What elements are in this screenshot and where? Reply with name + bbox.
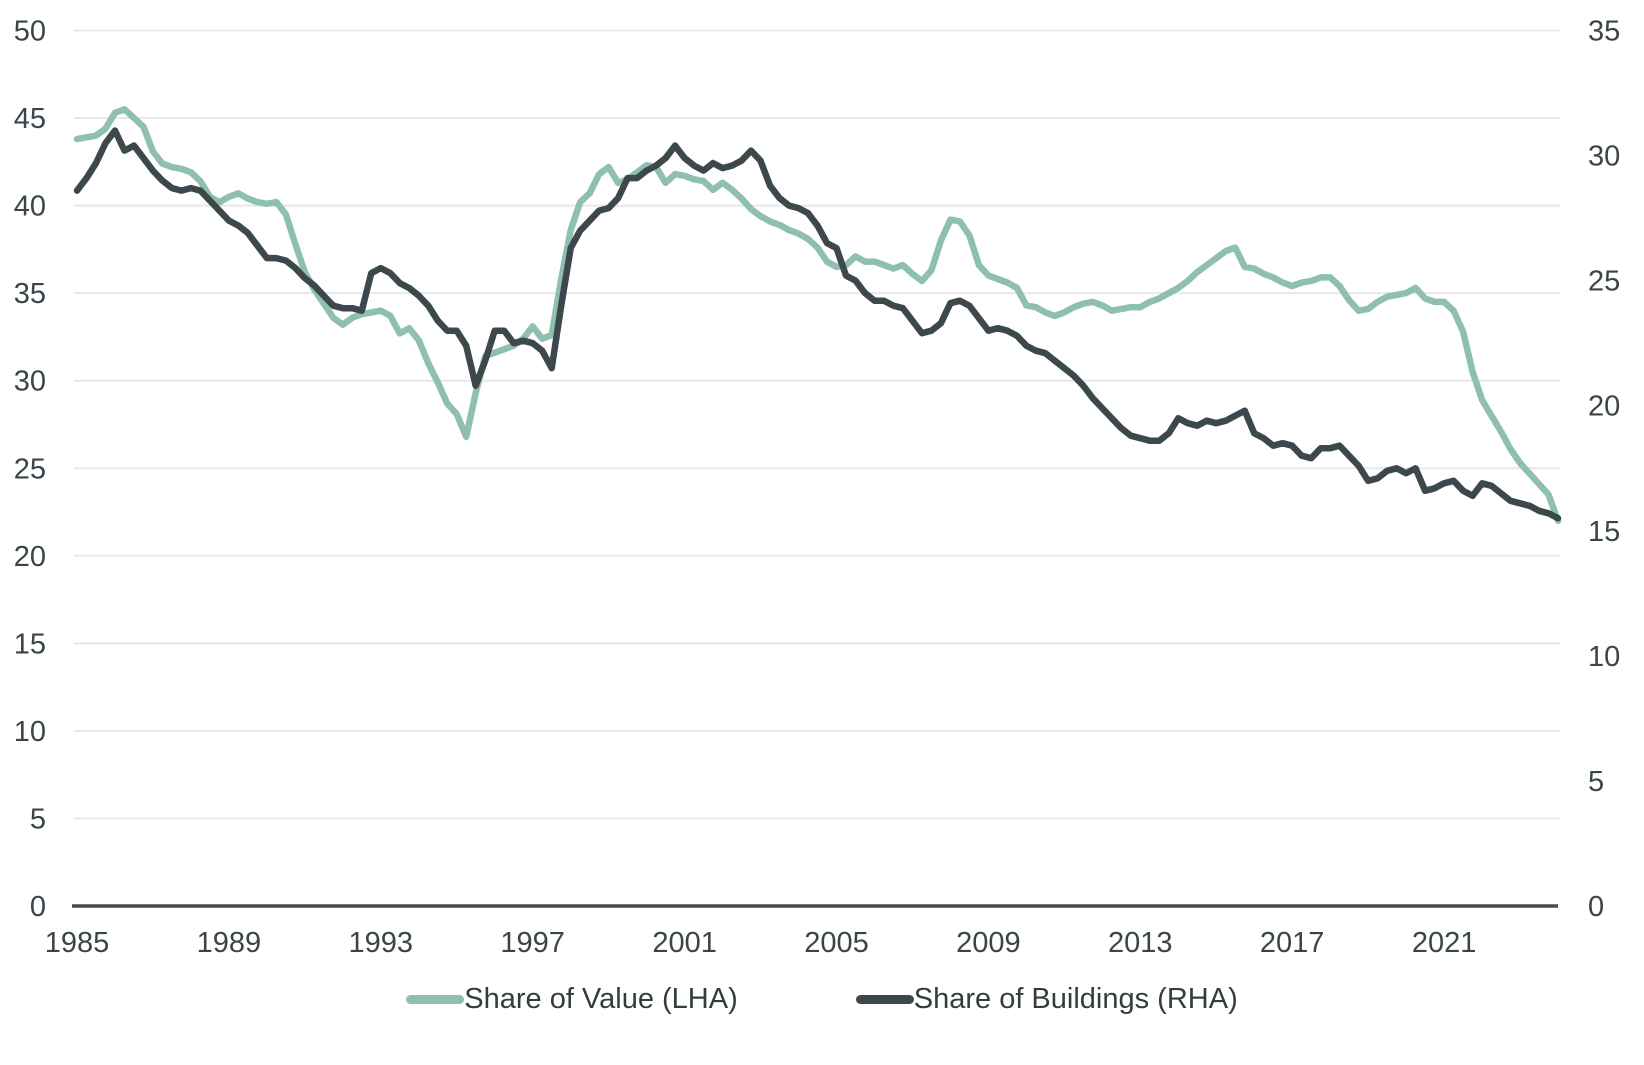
legend-label-share-of-buildings: Share of Buildings (RHA)	[913, 983, 1238, 1015]
left-axis-tick-label: 35	[14, 278, 46, 310]
right-axis-tick-label: 15	[1588, 516, 1620, 548]
left-axis-tick-label: 50	[14, 16, 46, 48]
x-axis-tick-label: 2017	[1260, 927, 1325, 959]
left-axis-tick-label: 15	[14, 628, 46, 660]
x-axis-tick-label: 1985	[45, 927, 110, 959]
series-line-share-of-value	[73, 106, 1562, 525]
right-axis-tick-label: 0	[1588, 891, 1604, 923]
legend-swatch-buildings-series	[855, 995, 914, 1004]
right-axis-tick-label: 30	[1588, 141, 1620, 173]
right-axis-tick-label: 20	[1588, 391, 1620, 423]
x-axis-tick-label: 2009	[956, 927, 1021, 959]
legend-item-share-of-buildings: Share of Buildings (RHA)	[855, 983, 1238, 1016]
x-axis-tick-label: 1993	[349, 927, 414, 959]
x-axis-tick-label: 1997	[500, 927, 565, 959]
left-axis-tick-label: 20	[14, 541, 46, 573]
left-axis-tick-label: 5	[30, 803, 46, 835]
left-axis-tick-label: 45	[14, 103, 46, 135]
x-axis-tick-label: 2005	[804, 927, 869, 959]
legend-item-share-of-value: Share of Value (LHA)	[406, 983, 738, 1016]
x-axis-tick-label: 1989	[197, 927, 262, 959]
legend-swatch-value-series	[406, 995, 465, 1004]
x-axis-tick-label: 2021	[1412, 927, 1477, 959]
left-axis-tick-label: 10	[14, 716, 46, 748]
left-axis-tick-label: 30	[14, 366, 46, 398]
right-axis-tick-label: 25	[1588, 266, 1620, 298]
legend-label-share-of-value: Share of Value (LHA)	[464, 983, 738, 1015]
right-axis-tick-label: 5	[1588, 766, 1604, 798]
legend: Share of Value (LHA) Share of Buildings …	[0, 983, 1644, 1016]
series-line-share-of-buildings	[73, 127, 1562, 522]
right-axis-tick-label: 10	[1588, 641, 1620, 673]
left-axis-tick-label: 0	[30, 891, 46, 923]
left-axis-tick-label: 25	[14, 453, 46, 485]
x-axis-tick-label: 2013	[1108, 927, 1173, 959]
right-axis-tick-label: 35	[1588, 16, 1620, 48]
left-axis-tick-label: 40	[14, 191, 46, 223]
x-axis-tick-label: 2001	[652, 927, 717, 959]
